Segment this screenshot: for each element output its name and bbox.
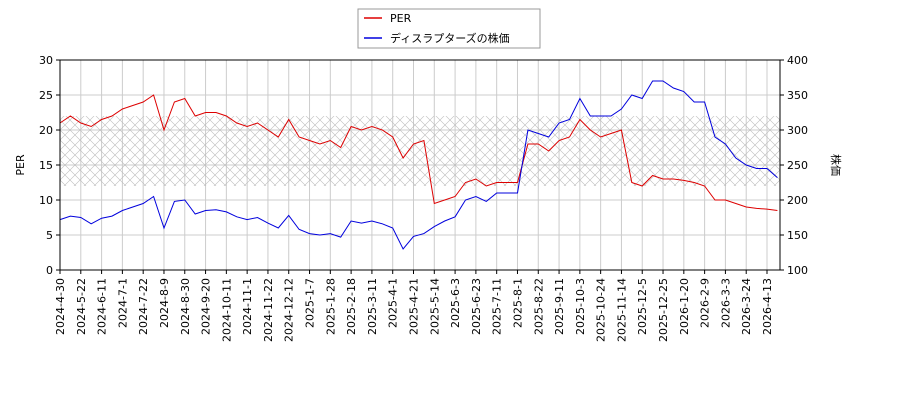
- x-tick-label: 2025-10-24: [595, 278, 608, 342]
- x-tick-label: 2025-3-11: [366, 278, 379, 335]
- y2-tick-label: 300: [787, 124, 808, 137]
- x-tick-label: 2024-6-11: [96, 278, 109, 335]
- y2-axis-label: 株価: [829, 154, 843, 176]
- y2-tick-label: 150: [787, 229, 808, 242]
- x-tick-label: 2026-3-24: [740, 278, 753, 335]
- x-tick-label: 2025-8-22: [532, 278, 545, 335]
- y-tick-label: 15: [39, 159, 53, 172]
- x-tick-label: 2024-10-11: [220, 278, 233, 342]
- x-tick-label: 2025-12-5: [636, 278, 649, 335]
- series-line: [59, 94, 778, 211]
- x-tick-label: 2025-1-7: [304, 278, 317, 328]
- x-tick-label: 2025-12-25: [657, 278, 670, 342]
- x-tick-label: 2024-7-22: [137, 278, 150, 335]
- y2-tick-label: 350: [787, 89, 808, 102]
- x-tick-label: 2026-2-9: [699, 278, 712, 328]
- x-tick-label: 2025-6-3: [449, 278, 462, 328]
- x-tick-label: 2025-11-14: [615, 278, 628, 342]
- y2-tick-label: 200: [787, 194, 808, 207]
- x-tick-label: 2024-9-20: [200, 278, 213, 335]
- y-tick-label: 10: [39, 194, 53, 207]
- legend-label: PER: [390, 12, 412, 25]
- x-tick-label: 2025-8-1: [511, 278, 524, 328]
- x-tick-label: 2024-4-30: [54, 278, 67, 335]
- x-tick-label: 2025-9-11: [553, 278, 566, 335]
- y-tick-label: 0: [46, 264, 53, 277]
- y2-tick-label: 400: [787, 54, 808, 67]
- x-tick-label: 2026-4-13: [761, 278, 774, 335]
- x-tick-label: 2024-12-12: [283, 278, 296, 342]
- x-tick-label: 2025-1-28: [324, 278, 337, 335]
- y-tick-label: 25: [39, 89, 53, 102]
- x-tick-label: 2025-7-11: [491, 278, 504, 335]
- x-tick-label: 2025-10-3: [574, 278, 587, 335]
- x-tick-label: 2024-8-30: [179, 278, 192, 335]
- x-tick-label: 2024-8-9: [158, 278, 171, 328]
- x-tick-label: 2025-5-14: [428, 278, 441, 335]
- x-tick-label: 2024-5-22: [75, 278, 88, 335]
- y2-tick-label: 100: [787, 264, 808, 277]
- x-tick-label: 2024-7-1: [116, 278, 129, 328]
- x-tick-label: 2025-2-18: [345, 278, 358, 335]
- x-tick-label: 2025-6-23: [470, 278, 483, 335]
- legend: PER ディスラプターズの株価: [357, 8, 541, 49]
- y-tick-label: 30: [39, 54, 53, 67]
- x-tick-label: 2026-1-20: [678, 278, 691, 335]
- x-tick-label: 2025-4-21: [408, 278, 421, 335]
- y-axis-label: PER: [14, 154, 27, 176]
- legend-label: ディスラプターズの株価: [390, 31, 510, 45]
- x-tick-label: 2026-3-3: [719, 278, 732, 328]
- hatch-band: [60, 116, 780, 186]
- x-tick-label: 2024-11-22: [262, 278, 275, 342]
- legend-box: [357, 8, 541, 49]
- y2-tick-label: 250: [787, 159, 808, 172]
- axes: 0 5 10 15 20 25 30 100 150 200 250 300 350 400 2024-4-…: [39, 54, 808, 342]
- x-tick-label: 2024-11-1: [241, 278, 254, 335]
- y-tick-label: 5: [46, 229, 53, 242]
- plot: [59, 80, 778, 250]
- y-tick-label: 20: [39, 124, 53, 137]
- series-line: [59, 80, 778, 250]
- x-tick-label: 2025-4-1: [387, 278, 400, 328]
